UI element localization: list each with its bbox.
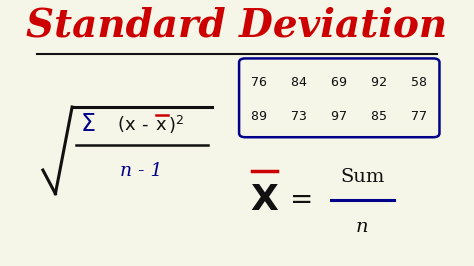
Text: $\Sigma$: $\Sigma$ (81, 112, 96, 136)
Text: n: n (356, 218, 368, 235)
FancyBboxPatch shape (239, 59, 439, 137)
Text: x: x (155, 116, 166, 134)
Text: Sum: Sum (340, 168, 384, 186)
Text: )$^2$: )$^2$ (168, 114, 183, 136)
Text: X: X (250, 183, 278, 217)
Text: =: = (290, 186, 313, 214)
Text: -: - (142, 116, 154, 134)
Text: (x: (x (118, 116, 141, 134)
Text: 89   73   97   85   77: 89 73 97 85 77 (251, 110, 427, 123)
Text: 76   84   69   92   58: 76 84 69 92 58 (251, 76, 427, 89)
Text: n - 1: n - 1 (120, 162, 162, 180)
Text: Standard Deviation: Standard Deviation (27, 7, 447, 45)
